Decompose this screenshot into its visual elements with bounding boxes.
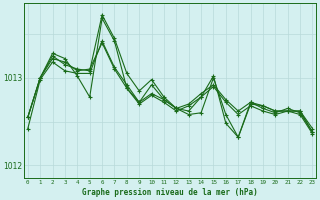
X-axis label: Graphe pression niveau de la mer (hPa): Graphe pression niveau de la mer (hPa) — [82, 188, 258, 197]
